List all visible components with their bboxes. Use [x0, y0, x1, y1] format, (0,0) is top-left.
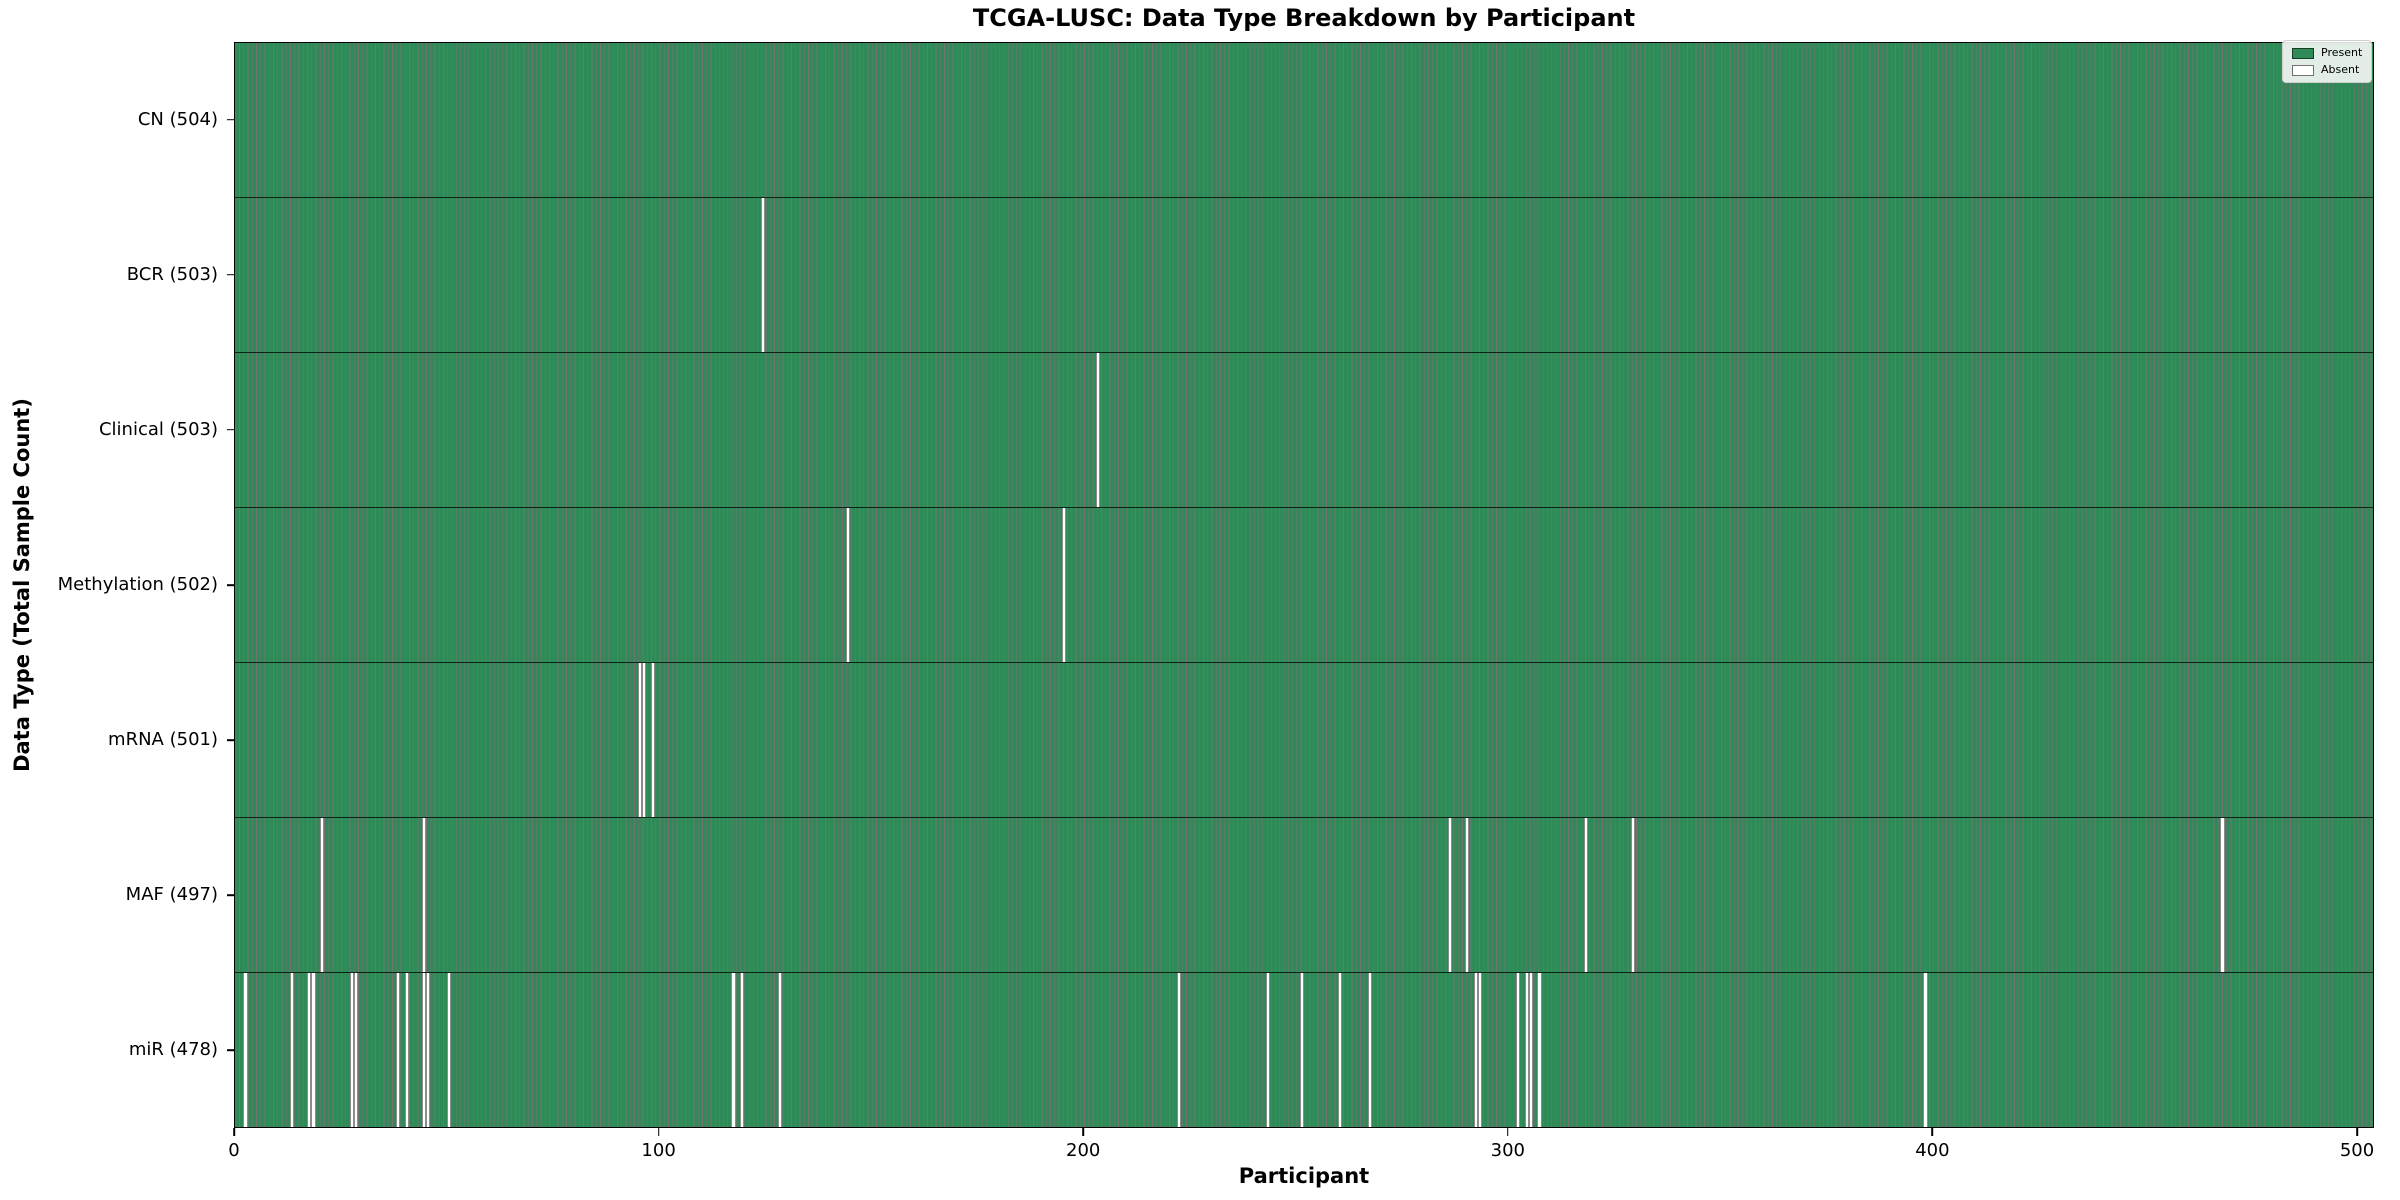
absent-mark — [642, 663, 647, 817]
x-tick-label: 300 — [1490, 1140, 1525, 1161]
absent-mark — [421, 973, 426, 1127]
absent-mark — [1524, 973, 1529, 1127]
x-tick-label: 200 — [1066, 1140, 1101, 1161]
absent-mark — [761, 198, 766, 352]
absent-mark — [1176, 973, 1181, 1127]
absent-mark — [307, 973, 312, 1127]
x-tick-label: 500 — [2339, 1140, 2375, 1161]
absent-mark — [1096, 353, 1101, 507]
absent-mark — [311, 973, 316, 1127]
absent-mark — [421, 818, 426, 972]
x-tick-label: 100 — [641, 1140, 676, 1161]
absent-mark — [404, 973, 409, 1127]
x-tick-mark — [2356, 1128, 2358, 1136]
absent-mark — [1062, 508, 1067, 662]
absent-mark — [1448, 818, 1453, 972]
absent-mark — [319, 818, 325, 972]
y-tick-mark — [227, 273, 234, 276]
absent-mark — [1630, 818, 1635, 972]
absent-mark — [349, 973, 354, 1127]
absent-mark — [1477, 973, 1483, 1127]
absent-mark — [739, 973, 745, 1127]
data-type-row-maf — [235, 818, 2373, 973]
absent-mark — [650, 663, 655, 817]
data-type-row-methylation — [235, 508, 2373, 663]
y-tick-label: mRNA (501) — [108, 729, 218, 751]
y-tick-label: Methylation (502) — [57, 574, 218, 595]
y-tick-label: BCR (503) — [126, 263, 218, 285]
legend: Present Absent — [2282, 40, 2373, 83]
data-type-row-bcr — [235, 198, 2373, 353]
x-tick-mark — [1507, 1128, 1509, 1136]
absent-mark — [447, 973, 452, 1127]
y-tick-mark — [227, 1049, 234, 1052]
absent-mark — [1516, 973, 1521, 1127]
x-tick-mark — [233, 1128, 235, 1136]
absent-mark — [1528, 973, 1534, 1127]
absent-mark — [731, 973, 736, 1127]
y-tick-mark — [227, 429, 234, 431]
legend-swatch-present — [2292, 47, 2314, 59]
absent-mark — [1367, 973, 1372, 1127]
data-type-row-cn — [235, 43, 2373, 198]
legend-swatch-absent — [2292, 64, 2314, 76]
absent-mark — [1337, 973, 1343, 1127]
data-type-row-mir — [235, 973, 2373, 1127]
x-tick-mark — [657, 1128, 660, 1136]
y-tick-label: MAF (497) — [125, 884, 218, 906]
absent-mark — [290, 973, 295, 1127]
absent-mark — [637, 663, 643, 817]
legend-item-present: Present — [2292, 47, 2362, 59]
absent-mark — [353, 973, 359, 1127]
absent-mark — [425, 973, 431, 1127]
absent-mark — [1473, 973, 1478, 1127]
absent-mark — [1583, 818, 1589, 972]
absent-mark — [1465, 818, 1470, 972]
absent-mark — [2220, 818, 2225, 972]
y-tick-mark — [227, 118, 234, 121]
legend-item-absent: Absent — [2292, 64, 2362, 76]
data-type-row-clinical — [235, 353, 2373, 508]
data-type-row-mrna — [235, 663, 2373, 818]
x-tick-mark — [1082, 1128, 1084, 1136]
x-tick-label: 400 — [1915, 1140, 1950, 1161]
absent-mark — [1299, 973, 1304, 1127]
absent-mark — [845, 508, 851, 662]
absent-mark — [243, 973, 248, 1127]
chart-title: TCGA-LUSC: Data Type Breakdown by Partic… — [972, 4, 1636, 32]
y-tick-label: Clinical (503) — [98, 418, 218, 440]
absent-mark — [1923, 973, 1928, 1127]
legend-label-absent: Absent — [2321, 63, 2360, 76]
absent-mark — [1265, 973, 1271, 1127]
x-tick-label: 0 — [228, 1140, 240, 1161]
x-tick-mark — [1931, 1128, 1934, 1136]
legend-label-present: Present — [2321, 46, 2363, 59]
absent-mark — [1537, 973, 1542, 1127]
absent-mark — [396, 973, 401, 1127]
plot-area — [234, 42, 2374, 1128]
x-axis-label: Participant — [1238, 1164, 1370, 1188]
y-tick-mark — [227, 739, 234, 741]
y-tick-mark — [227, 584, 234, 586]
absent-mark — [777, 973, 783, 1127]
y-tick-mark — [227, 894, 234, 897]
y-tick-label: CN (504) — [137, 108, 218, 130]
y-tick-label: miR (478) — [128, 1039, 218, 1061]
